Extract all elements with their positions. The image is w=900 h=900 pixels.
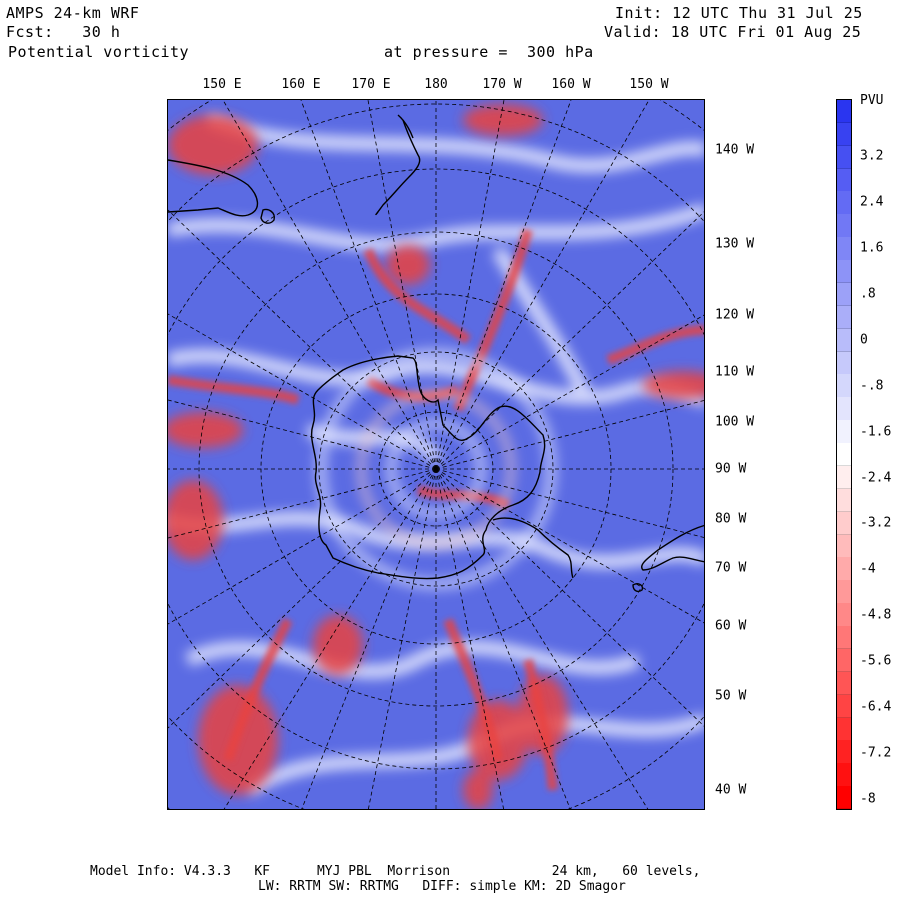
colorbar-segment xyxy=(837,465,851,490)
colorbar-segment xyxy=(837,214,851,238)
colorbar-tick: -1.6 xyxy=(860,424,892,440)
colorbar-segment xyxy=(837,374,851,398)
model-info-line2: LW: RRTM SW: RRTMG DIFF: simple KM: 2D S… xyxy=(258,879,626,894)
pv-colorbar xyxy=(836,99,852,810)
forecast-hour: Fcst: 30 h xyxy=(6,23,121,41)
colorbar-tick: -5.6 xyxy=(860,653,892,669)
antarctic-peninsula-coastline xyxy=(492,517,574,579)
lon-label-180: 180 xyxy=(424,77,448,92)
lat-label-70w: 70 W xyxy=(715,560,747,576)
colorbar-segment xyxy=(837,671,851,696)
init-time: Init: 12 UTC Thu 31 Jul 25 xyxy=(615,4,863,22)
colorbar-segment xyxy=(837,237,851,261)
lon-label-150e: 150 E xyxy=(202,77,242,92)
tasmania-coastline xyxy=(260,208,276,224)
lat-label-110w: 110 W xyxy=(715,364,755,380)
colorbar-tick: -7.2 xyxy=(860,745,892,761)
colorbar-segment xyxy=(837,100,851,124)
colorbar-tick: .8 xyxy=(860,286,876,302)
lat-label-40w: 40 W xyxy=(715,782,747,798)
colorbar-segment xyxy=(837,328,851,353)
colorbar-segment xyxy=(837,397,851,421)
field-name: Potential vorticity xyxy=(8,43,190,61)
lat-label-80w: 80 W xyxy=(715,511,747,527)
model-info-line1: Model Info: V4.3.3 KF MYJ PBL Morrison 2… xyxy=(90,864,701,879)
colorbar-segment xyxy=(837,648,851,673)
lon-label-170e: 170 E xyxy=(351,77,391,92)
colorbar-tick: 0 xyxy=(860,332,868,348)
antarctica-coastline xyxy=(310,355,546,580)
colorbar-segment xyxy=(837,626,851,650)
colorbar-segment xyxy=(837,534,851,558)
lat-label-90w: 90 W xyxy=(715,461,747,477)
colorbar-segment xyxy=(837,305,851,330)
colorbar-segment xyxy=(837,763,851,787)
meridian-grid xyxy=(168,100,704,809)
lat-label-50w: 50 W xyxy=(715,688,747,704)
new-zealand-coastline xyxy=(375,119,421,216)
colorbar-tick: -4.8 xyxy=(860,607,892,623)
colorbar-segment xyxy=(837,488,851,513)
colorbar-segment xyxy=(837,717,851,741)
lat-label-60w: 60 W xyxy=(715,618,747,634)
colorbar-segment xyxy=(837,122,851,147)
colorbar-segment xyxy=(837,786,851,810)
colorbar-tick: -2.4 xyxy=(860,470,892,486)
colorbar-tick: -8 xyxy=(860,791,876,807)
colorbar-segment xyxy=(837,351,851,375)
colorbar-segment xyxy=(837,694,851,718)
lon-label-160e: 160 E xyxy=(281,77,321,92)
coastlines xyxy=(168,114,704,593)
australia-coastline xyxy=(168,159,259,217)
colorbar-segment xyxy=(837,420,851,444)
model-title: AMPS 24-km WRF xyxy=(6,4,140,22)
colorbar-tick: 1.6 xyxy=(860,240,884,256)
pressure-level: at pressure = 300 hPa xyxy=(384,43,594,61)
lon-label-170w: 170 W xyxy=(482,77,522,92)
colorbar-segment xyxy=(837,603,851,627)
lat-label-130w: 130 W xyxy=(715,236,755,252)
colorbar-segment xyxy=(837,191,851,215)
valid-time: Valid: 18 UTC Fri 01 Aug 25 xyxy=(604,23,862,41)
colorbar-tick: -4 xyxy=(860,561,876,577)
colorbar-unit: PVU xyxy=(860,93,884,108)
pv-map xyxy=(167,99,705,810)
pv-map-canvas xyxy=(168,100,704,809)
lat-label-120w: 120 W xyxy=(715,307,755,323)
lat-label-140w: 140 W xyxy=(715,142,755,158)
colorbar-tick: 3.2 xyxy=(860,148,884,164)
colorbar-segment xyxy=(837,145,851,170)
colorbar-segment xyxy=(837,168,851,192)
colorbar-segment xyxy=(837,740,851,764)
colorbar-tick: -6.4 xyxy=(860,699,892,715)
colorbar-segment xyxy=(837,511,851,536)
lon-label-160w: 160 W xyxy=(551,77,591,92)
colorbar-segment xyxy=(837,260,851,284)
new-zealand-north-coastline xyxy=(397,114,414,139)
lat-label-100w: 100 W xyxy=(715,414,755,430)
colorbar-tick: 2.4 xyxy=(860,194,884,210)
colorbar-segment xyxy=(837,580,851,604)
colorbar-tick: -3.2 xyxy=(860,515,892,531)
colorbar-segment xyxy=(837,443,851,467)
colorbar-tick: -.8 xyxy=(860,378,884,394)
colorbar-segment xyxy=(837,282,851,307)
falklands-coastline xyxy=(632,583,644,593)
south-america-coastline xyxy=(641,524,704,571)
lon-label-150w: 150 W xyxy=(629,77,669,92)
colorbar-segment xyxy=(837,557,851,581)
